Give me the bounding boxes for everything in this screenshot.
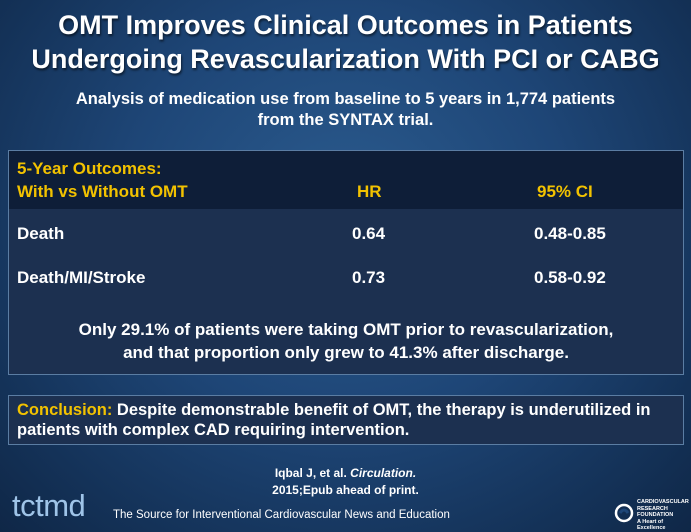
crf-heart-icon — [614, 503, 634, 523]
outcomes-table-header: 5-Year Outcomes: With vs Without OMT HR … — [9, 151, 683, 209]
crf-logo-line1: CARDIOVASCULAR — [637, 499, 689, 505]
conclusion-box: Conclusion: Despite demonstrable benefit… — [8, 395, 684, 445]
slide-title: OMT Improves Clinical Outcomes in Patien… — [0, 8, 691, 76]
conclusion-label: Conclusion: — [17, 401, 113, 419]
row-ci: 0.48-0.85 — [534, 224, 606, 243]
header-hr: HR — [357, 182, 382, 201]
table-note: Only 29.1% of patients were taking OMT p… — [9, 318, 683, 364]
citation-line2: 2015;Epub ahead of print. — [272, 483, 419, 497]
table-note-line2: and that proportion only grew to 41.3% a… — [123, 343, 569, 362]
row-label: Death/MI/Stroke — [17, 268, 146, 287]
row-hr: 0.64 — [352, 224, 386, 243]
slide-title-line1: OMT Improves Clinical Outcomes in Patien… — [58, 10, 633, 40]
crf-logo: CARDIOVASCULAR RESEARCH FOUNDATION A Hea… — [614, 497, 689, 531]
header-outcomes-label-line1: 5-Year Outcomes: — [17, 159, 162, 178]
tctmd-logo: tctmd — [12, 488, 86, 523]
conclusion-body: Despite demonstrable benefit of OMT, the… — [17, 401, 651, 439]
slide-subtitle: Analysis of medication use from baseline… — [0, 89, 691, 131]
row-hr: 0.73 — [352, 268, 386, 287]
conclusion-text: Conclusion: Despite demonstrable benefit… — [17, 400, 677, 440]
citation: Iqbal J, et al. Circulation. 2015;Epub a… — [0, 465, 691, 499]
crf-logo-line3: FOUNDATION — [637, 512, 674, 518]
header-outcomes-label-line2: With vs Without OMT — [17, 182, 188, 201]
slide-subtitle-line1: Analysis of medication use from baseline… — [75, 90, 616, 108]
outcomes-table: 5-Year Outcomes: With vs Without OMT HR … — [8, 150, 684, 375]
slide-subtitle-line2: from the SYNTAX trial. — [257, 111, 434, 129]
crf-logo-line2: RESEARCH — [637, 505, 668, 512]
table-note-line1: Only 29.1% of patients were taking OMT p… — [78, 320, 614, 339]
crf-logo-text: CARDIOVASCULAR RESEARCH FOUNDATION A Hea… — [637, 499, 689, 532]
header-ci: 95% CI — [537, 182, 593, 201]
slide-title-line2: Undergoing Revascularization With PCI or… — [31, 44, 660, 74]
row-ci: 0.58-0.92 — [534, 268, 606, 287]
citation-authors: Iqbal J, et al. — [274, 466, 351, 480]
citation-journal: Circulation. — [350, 466, 417, 480]
crf-logo-line4: A Heart of Excellence — [637, 518, 666, 532]
footer-tagline: The Source for Interventional Cardiovasc… — [113, 509, 450, 521]
citation-line1: Iqbal J, et al. Circulation. — [0, 465, 691, 482]
row-label: Death — [17, 224, 65, 243]
